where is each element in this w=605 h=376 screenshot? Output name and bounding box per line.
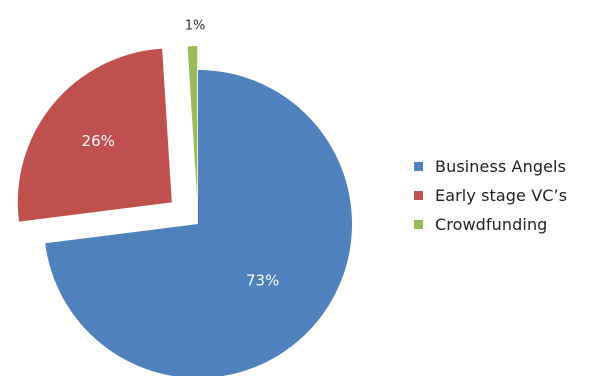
legend-item-early-stage-vcs: Early stage VC’s — [414, 181, 567, 210]
legend-label: Early stage VC’s — [435, 186, 568, 205]
chart-legend: Business Angels Early stage VC’s Crowdfu… — [414, 152, 567, 239]
legend-item-crowdfunding: Crowdfunding — [414, 210, 567, 239]
pie-slice-business-angels — [45, 70, 352, 376]
legend-swatch — [414, 162, 423, 171]
legend-item-business-angels: Business Angels — [414, 152, 567, 181]
legend-swatch — [414, 220, 423, 229]
data-label: 73% — [246, 272, 279, 290]
legend-label: Crowdfunding — [435, 215, 548, 234]
legend-label: Business Angels — [435, 157, 567, 176]
data-label: 26% — [82, 132, 115, 150]
pie-slice-crowdfunding — [187, 46, 198, 201]
data-label: 1% — [185, 19, 206, 34]
pie-slice-early-stage-vc-s — [17, 48, 172, 222]
legend-swatch — [414, 191, 423, 200]
